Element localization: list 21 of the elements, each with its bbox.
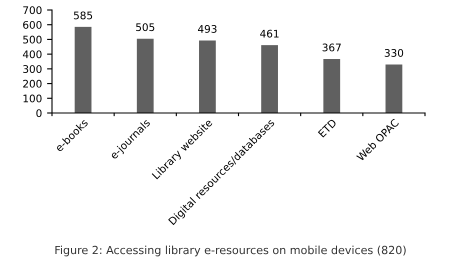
data-label: 505 xyxy=(136,23,154,32)
bar xyxy=(136,38,154,113)
bar xyxy=(199,40,216,113)
y-tick-label: 400 xyxy=(22,50,42,58)
data-label: 461 xyxy=(260,30,279,38)
data-label: 493 xyxy=(198,25,217,33)
y-tick-label: 0 xyxy=(36,109,42,118)
data-label: 585 xyxy=(74,11,92,20)
y-tick-label: 600 xyxy=(23,20,42,29)
y-tick-label: 100 xyxy=(24,94,42,102)
bar xyxy=(74,26,92,113)
y-tick-label: 700 xyxy=(23,6,42,14)
y-tick-label: 500 xyxy=(23,36,42,44)
data-label: 330 xyxy=(384,48,404,57)
y-tick-label: 300 xyxy=(23,65,42,73)
caption: Figure 2: Accessing library e-resources on mobile devices (820) xyxy=(55,246,406,256)
bar xyxy=(386,64,402,113)
data-label: 367 xyxy=(322,44,341,52)
bar xyxy=(323,59,340,113)
bar xyxy=(261,45,278,113)
y-tick-label: 200 xyxy=(23,80,42,88)
